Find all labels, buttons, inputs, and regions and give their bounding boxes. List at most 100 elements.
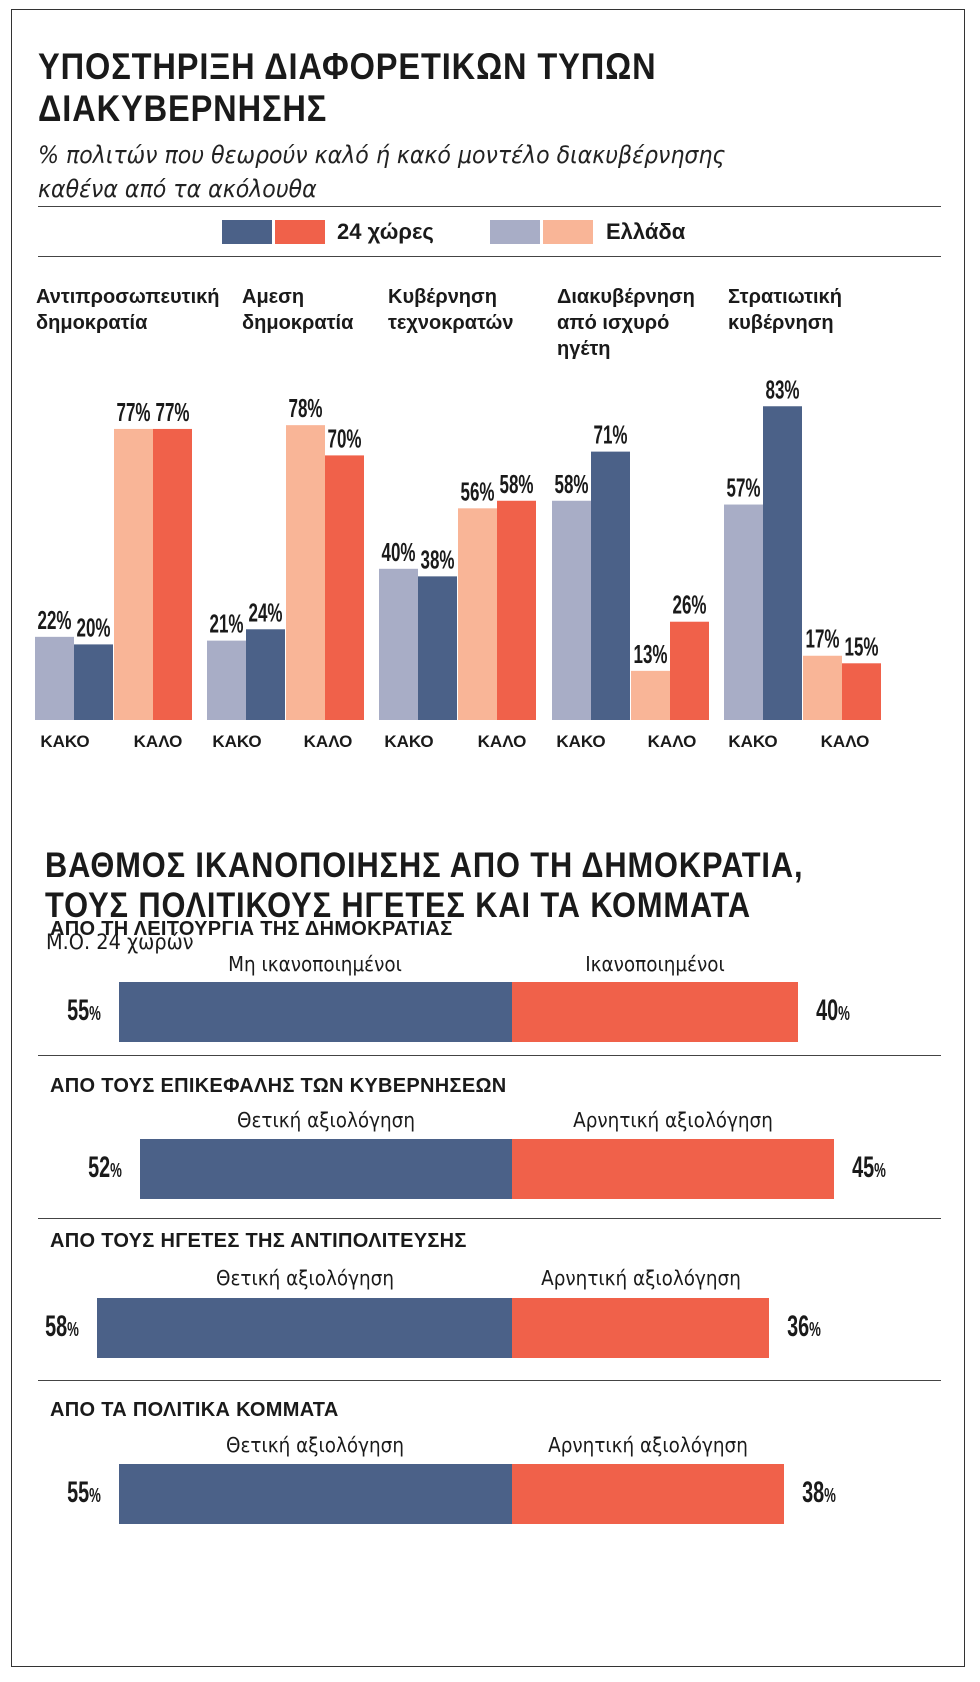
bar	[418, 576, 457, 720]
bar-value-label: 70%	[328, 423, 362, 453]
chart1-subtitle: % πολιτών που θεωρούν καλό ή κακό μοντέλ…	[38, 141, 726, 203]
bar-right	[512, 982, 798, 1042]
bar-right	[512, 1298, 770, 1358]
left-series-label: Θετική αξιολόγηση	[237, 1108, 416, 1132]
bar	[153, 428, 192, 720]
category-title: Στρατιωτική κυβέρνηση	[728, 286, 842, 334]
bar-value-label: 17%	[806, 624, 840, 654]
bar-value-label: 26%	[673, 590, 707, 620]
chart1-title: ΥΠΟΣΤΗΡΙΞΗ ΔΙΑΦΟΡΕΤΙΚΩΝ ΤΥΠΩΝ ΔΙΑΚΥΒΕΡΝΗ…	[38, 46, 657, 129]
bar	[114, 428, 153, 720]
legend-label-global: 24 χώρες	[337, 219, 434, 244]
bar-value-label: 78%	[289, 393, 323, 423]
category-title: Αντιπροσωπευτική δημοκρατία	[36, 286, 220, 334]
legend-swatch-global-kalo	[275, 220, 325, 244]
bar-value-label: 77%	[156, 397, 190, 427]
right-series-label: Αρνητική αξιολόγηση	[572, 1108, 773, 1132]
bar	[724, 504, 763, 720]
bar-left	[118, 982, 512, 1042]
category-title: Διακυβέρνηση από ισχυρό ηγέτη	[557, 286, 695, 360]
bar-right	[512, 1139, 834, 1199]
bar-value-label: 57%	[727, 473, 761, 503]
divider	[38, 1380, 941, 1381]
divider	[38, 206, 941, 207]
group-axis-label: ΚΑΚΟ	[728, 732, 777, 751]
group-axis-label: ΚΑΛΟ	[648, 732, 697, 751]
left-series-label: Θετική αξιολόγηση	[215, 1266, 394, 1290]
right-series-label: Αρνητική αξιολόγηση	[547, 1433, 748, 1457]
group-axis-label: ΚΑΛΟ	[821, 732, 870, 751]
bar	[379, 568, 418, 720]
bar	[246, 629, 285, 720]
bar-value-label: 20%	[77, 612, 111, 642]
chart2-subtitle: Μ.Ο. 24 χωρών	[46, 930, 194, 954]
bar-left	[140, 1139, 512, 1199]
bar-value-label: 58%	[500, 469, 534, 499]
bar-value-label: 77%	[117, 397, 151, 427]
section-title: ΑΠΟ ΤΟΥΣ ΕΠΙΚΕΦΑΛΗΣ ΤΩΝ ΚΥΒΕΡΝΗΣΕΩΝ	[50, 1075, 507, 1097]
divider	[38, 256, 941, 257]
bar	[458, 508, 497, 720]
bar-value-label: 21%	[210, 609, 244, 639]
left-series-label: Μη ικανοποιημένοι	[228, 952, 403, 976]
chart2-title-line2: ΤΟΥΣ ΠΟΛΙΤΙΚΟΥΣ ΗΓΕΤΕΣ ΚΑΙ ΤΑ ΚΟΜΜΑΤΑ	[45, 886, 752, 925]
bar-value-label: 58%	[555, 469, 589, 499]
legend-label-greece: Ελλάδα	[606, 219, 686, 244]
group-axis-label: ΚΑΛΟ	[134, 732, 183, 751]
bar-value-label: 15%	[845, 631, 879, 661]
section-title: ΑΠΟ ΤΟΥΣ ΗΓΕΤΕΣ ΤΗΣ ΑΝΤΙΠΟΛΙΤΕΥΣΗΣ	[50, 1230, 467, 1252]
left-value-label: 52%	[88, 1151, 123, 1184]
bar-left	[118, 1464, 512, 1524]
bar-value-label: 40%	[382, 537, 416, 567]
chart2-title: ΒΑΘΜΟΣ ΙΚΑΝΟΠΟΙΗΣΗΣ ΑΠΟ ΤΗ ΔΗΜΟΚΡΑΤΙΑ, Τ…	[45, 846, 855, 926]
group-axis-label: ΚΑΚΟ	[556, 732, 605, 751]
right-series-label: Ικανοποιημένοι	[585, 952, 725, 976]
divider	[38, 1055, 941, 1056]
bar	[552, 500, 591, 720]
bar-value-label: 22%	[38, 605, 72, 635]
bar-right	[512, 1464, 784, 1524]
bar-value-label: 71%	[594, 420, 628, 450]
group-axis-label: ΚΑΚΟ	[384, 732, 433, 751]
left-series-label: Θετική αξιολόγηση	[226, 1433, 405, 1457]
bar	[763, 406, 802, 720]
divider	[38, 1218, 941, 1219]
bar	[286, 425, 325, 720]
chart2-title-line1: ΒΑΘΜΟΣ ΙΚΑΝΟΠΟΙΗΣΗΣ ΑΠΟ ΤΗ ΔΗΜΟΚΡΑΤΙΑ,	[45, 846, 804, 885]
right-value-label: 38%	[801, 1476, 836, 1509]
section-title: ΑΠΟ ΤΗ ΛΕΙΤΟΥΡΓΙΑ ΤΗΣ ΔΗΜΟΚΡΑΤΙΑΣ	[50, 918, 453, 940]
group-axis-label: ΚΑΛΟ	[304, 732, 353, 751]
bar	[631, 670, 670, 720]
bar-value-label: 83%	[766, 374, 800, 404]
group-axis-label: ΚΑΚΟ	[40, 732, 89, 751]
bar	[325, 455, 364, 720]
bar-left	[97, 1298, 512, 1358]
bar	[35, 636, 74, 720]
legend-swatch-greece-kalo	[543, 220, 593, 244]
left-value-label: 58%	[45, 1310, 80, 1343]
bar	[207, 640, 246, 720]
bar-value-label: 38%	[421, 544, 455, 574]
bar-value-label: 13%	[634, 639, 668, 669]
legend-swatch-global-kako	[222, 220, 272, 244]
infographic-frame	[11, 9, 965, 1667]
bar	[670, 621, 709, 720]
left-value-label: 55%	[66, 994, 101, 1027]
bar-value-label: 56%	[461, 476, 495, 506]
group-axis-label: ΚΑΚΟ	[212, 732, 261, 751]
category-title: Αμεση δημοκρατία	[242, 286, 354, 334]
legend-swatch-greece-kako	[490, 220, 540, 244]
bar	[591, 451, 630, 720]
bar-value-label: 24%	[249, 597, 283, 627]
right-value-label: 36%	[787, 1310, 822, 1343]
left-value-label: 55%	[66, 1476, 101, 1509]
section-title: ΑΠΟ ΤΑ ΠΟΛΙΤΙΚΑ ΚΟΜΜΑΤΑ	[50, 1399, 339, 1421]
bar	[74, 644, 113, 720]
right-value-label: 40%	[816, 994, 850, 1027]
right-series-label: Αρνητική αξιολόγηση	[540, 1266, 741, 1290]
group-axis-label: ΚΑΛΟ	[478, 732, 527, 751]
category-title: Κυβέρνηση τεχνοκρατών	[388, 286, 514, 334]
right-value-label: 45%	[851, 1151, 886, 1184]
bar	[803, 655, 842, 720]
